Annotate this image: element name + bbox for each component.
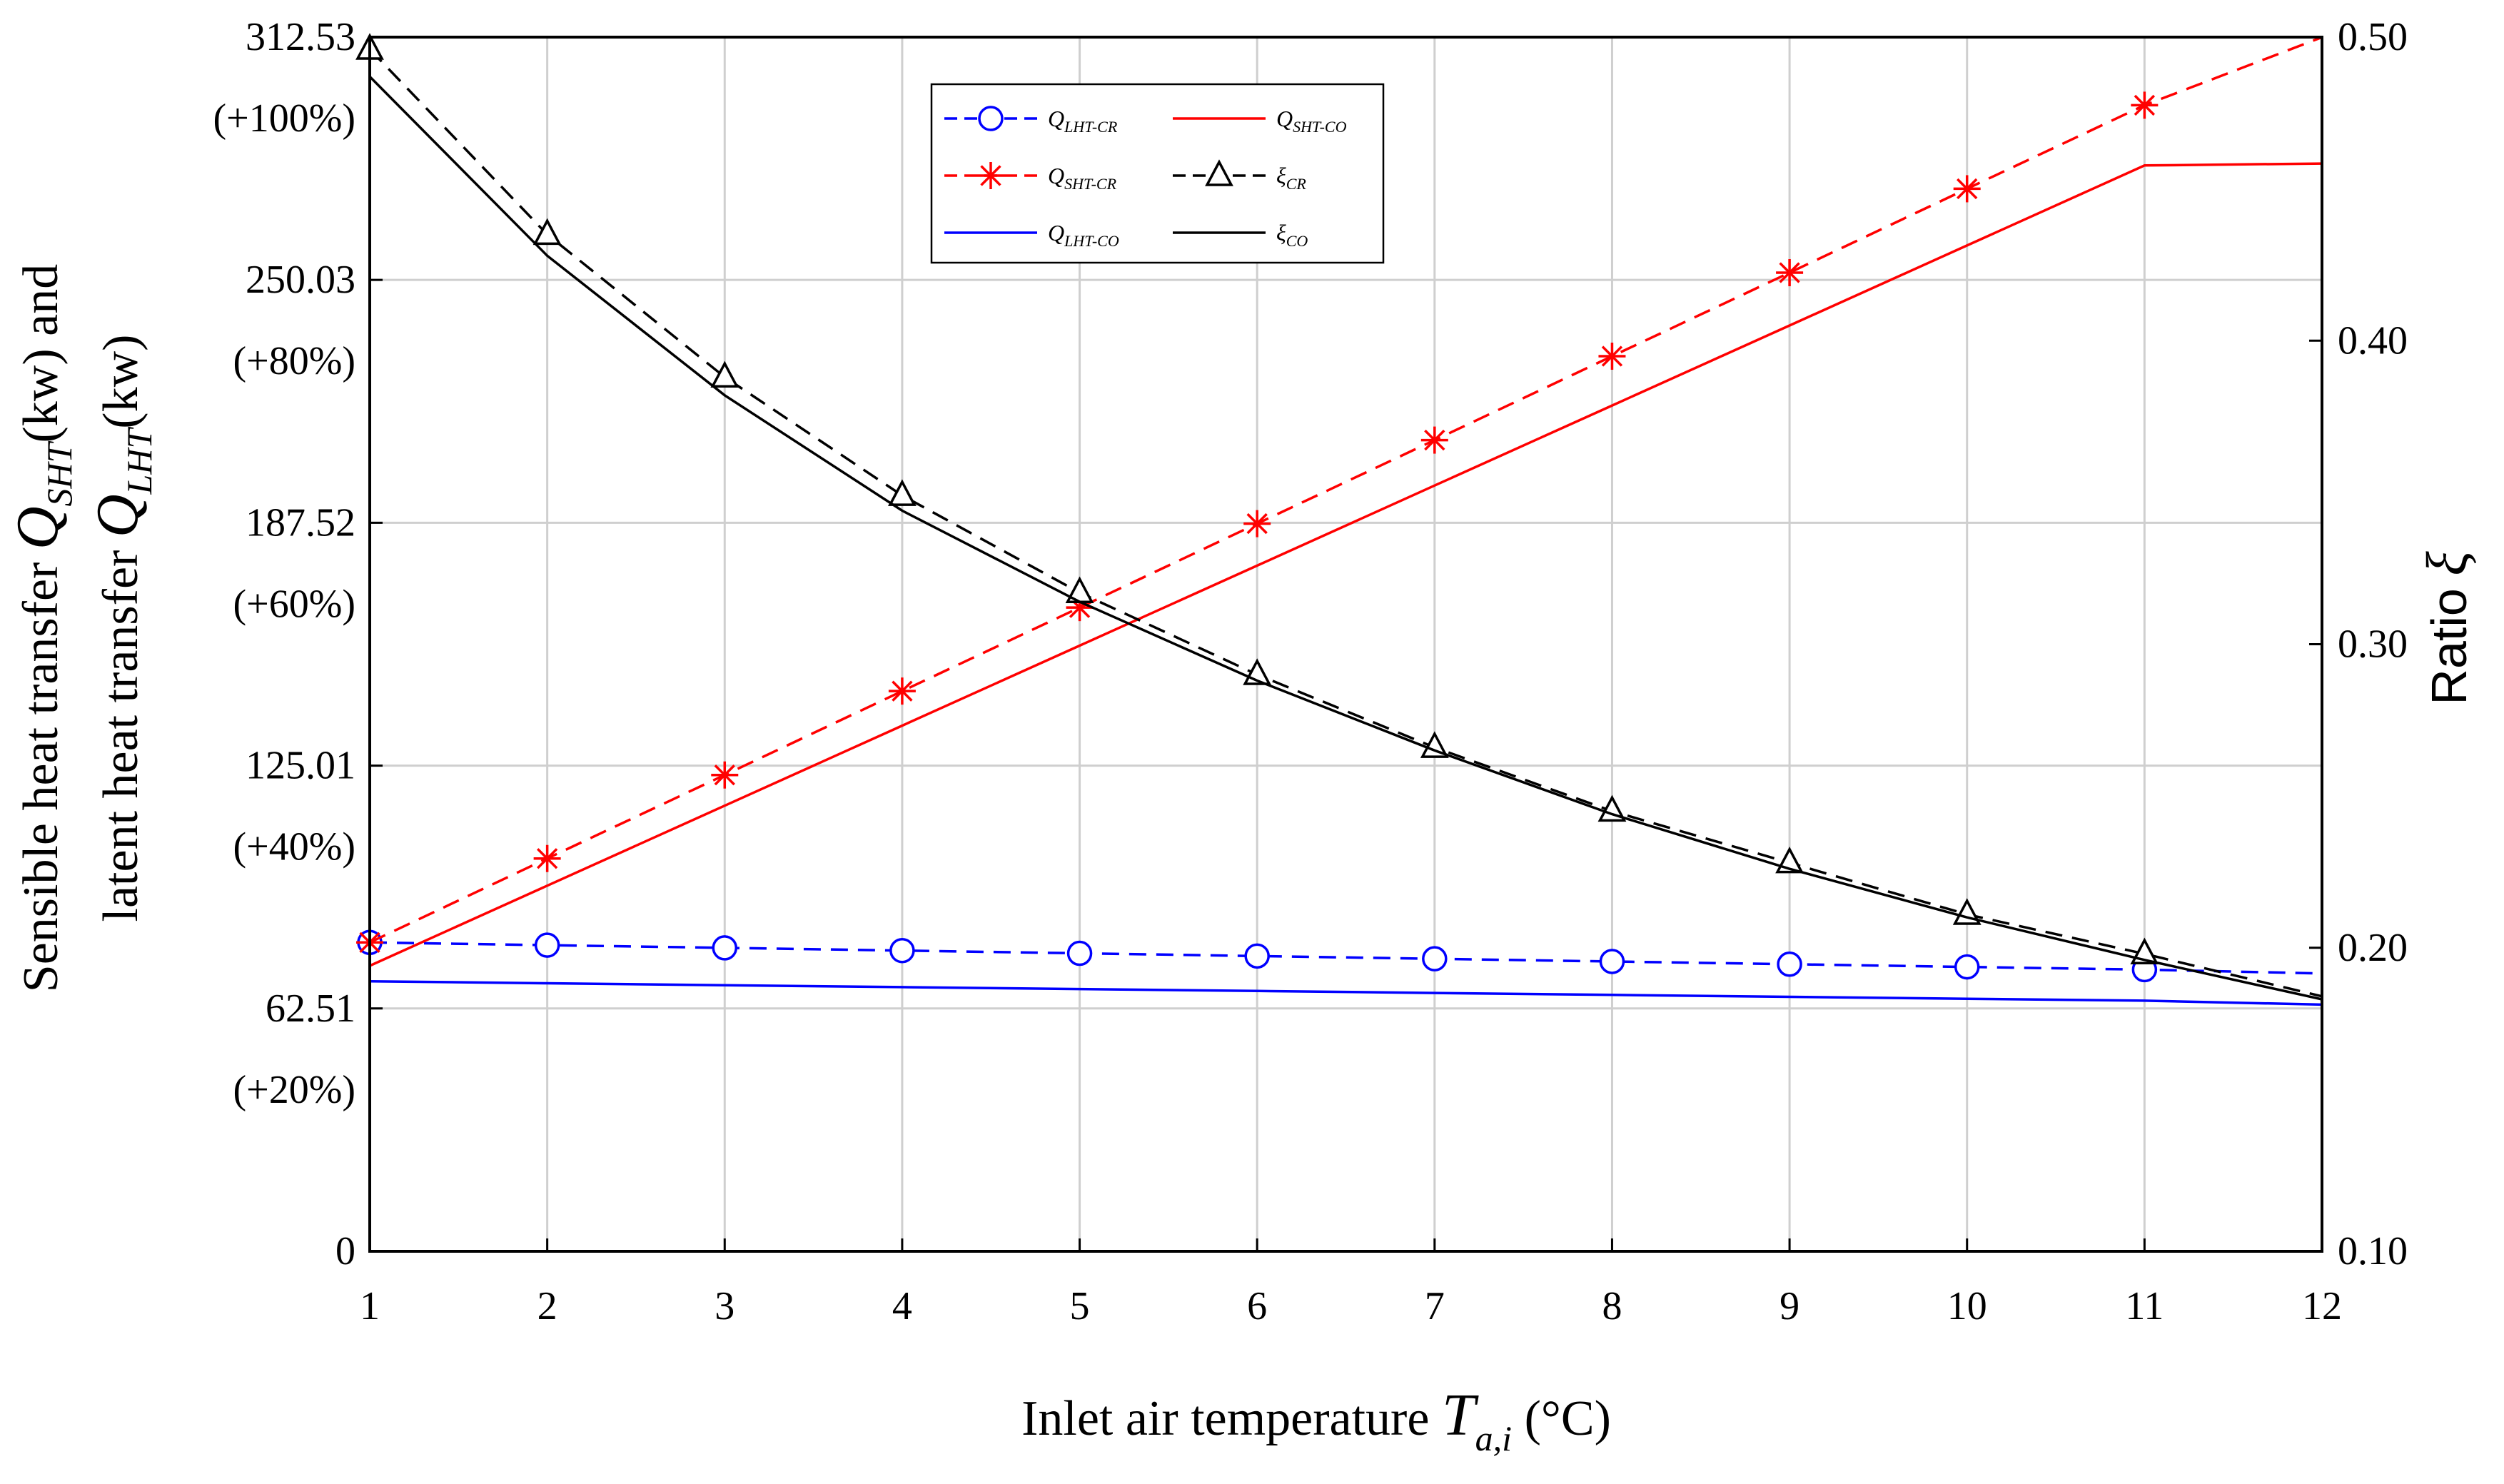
x-tick-label: 10 [1947, 1284, 1987, 1328]
data-point-xi_cr [1420, 731, 1449, 758]
y-left-title-line2-unit: (kw) [94, 335, 148, 429]
data-point-q_lht_cr [712, 935, 738, 961]
y-left-title-line2-var: Q [84, 494, 151, 537]
data-point-xi_cr [532, 218, 562, 246]
y-left-tick-percent: (+40%) [233, 825, 355, 869]
y-right-title: Ratio ξ [2416, 551, 2479, 705]
x-axis-title-var: T [1442, 1382, 1479, 1448]
series-xi_cr [355, 33, 2323, 998]
y-left-tick-label: 187.52 [246, 500, 355, 545]
data-point-xi_cr [710, 360, 739, 388]
legend-marker [978, 106, 1004, 131]
y-left-tick-percent: (+20%) [233, 1068, 355, 1112]
data-point-q_lht_cr [889, 937, 915, 964]
legend: QLHT-CR QSHT-CO QSHT-CR ξCR QLHT-CO ξCO [930, 83, 1385, 264]
y-right-tick-label: 0.10 [2338, 1229, 2408, 1273]
y-left-title-line2-sub: LHT [119, 427, 159, 495]
y-left-title-line1-unit: (kw) and [14, 264, 69, 443]
y-left-title-line2-prefix: latent heat transfer [94, 550, 148, 922]
y-right-tick-label: 0.30 [2338, 622, 2408, 667]
x-tick-label: 9 [1779, 1284, 1799, 1328]
data-point-q_sht_cr [1598, 343, 1626, 370]
series-q_lht_cr [357, 929, 2323, 983]
x-axis-title: Inlet air temperature Ta,i (°C) [1021, 1382, 1611, 1462]
legend-item-q_lht_cr: QLHT-CR [944, 106, 1118, 136]
data-point-q_sht_cr [1243, 510, 1271, 537]
x-tick-label: 5 [1070, 1284, 1090, 1328]
x-tick-label: 2 [537, 1284, 557, 1328]
series-layer [355, 33, 2323, 1006]
y-right-tick-label: 0.50 [2338, 15, 2408, 59]
series-q_sht_co [369, 162, 2323, 967]
y-right-title-prefix: Ratio [2421, 588, 2477, 705]
legend-label: ξCO [1276, 220, 1308, 250]
y-left-tick-label: 0 [335, 1229, 355, 1273]
data-point-q_sht_cr [1953, 175, 1981, 203]
x-tick-label: 6 [1247, 1284, 1267, 1328]
y-left-title-line2: latent heat transfer QLHT(kw) [84, 335, 159, 922]
x-tick-label: 11 [2125, 1284, 2164, 1328]
legend-item-q_sht_cr: QSHT-CR [944, 162, 1117, 193]
x-tick-label: 3 [715, 1284, 734, 1328]
legend-item-q_lht_co: QLHT-CO [944, 220, 1119, 250]
series-line-q_sht_co [369, 162, 2323, 967]
y-left-title-line1-var: Q [4, 506, 71, 550]
data-point-q_lht_cr [1599, 949, 1625, 974]
legend-label: QSHT-CR [1048, 163, 1117, 193]
legend-label: QSHT-CO [1276, 106, 1347, 136]
data-point-q_sht_cr [888, 677, 916, 705]
y-right-title-var: ξ [2416, 551, 2479, 576]
data-point-q_lht_cr [1066, 940, 1093, 966]
series-q_lht_co [369, 979, 2323, 1006]
legend-label: ξCR [1276, 163, 1306, 193]
data-point-q_lht_cr [1954, 954, 1980, 980]
legend-item-xi_co: ξCO [1173, 220, 1308, 250]
data-point-q_sht_cr [1776, 258, 1804, 286]
data-point-q_sht_cr [2131, 91, 2159, 119]
ticks: 1 2 3 4 5 6 7 8 9 10 11 12062.51(+20%)125.01(+40%)1… [213, 15, 2408, 1328]
series-line-xi_cr [368, 48, 2323, 998]
y-left-tick-percent: (+60%) [233, 582, 355, 626]
data-point-q_sht_cr [711, 761, 739, 789]
data-point-q_lht_cr [534, 932, 560, 958]
y-right-tick-label: 0.20 [2338, 926, 2408, 970]
y-left-title-line1-sub: SHT [39, 440, 79, 506]
y-right-tick-label: 0.40 [2338, 318, 2408, 363]
x-axis-title-prefix: Inlet air temperature [1021, 1391, 1429, 1446]
legend-marker [1205, 159, 1233, 186]
x-tick-label: 12 [2302, 1284, 2342, 1328]
data-point-q_lht_cr [1422, 946, 1448, 971]
series-q_sht_cr [356, 36, 2323, 956]
y-left-tick-label: 312.53 [246, 15, 355, 59]
y-left-title-line1-prefix: Sensible heat transfer [14, 562, 69, 993]
legend-item-xi_cr: ξCR [1173, 159, 1306, 193]
legend-label: QLHT-CO [1048, 220, 1119, 250]
y-left-tick-percent: (+80%) [233, 339, 355, 383]
data-point-q_sht_cr [533, 844, 561, 872]
data-point-xi_cr [887, 479, 917, 506]
legend-marker [977, 162, 1004, 189]
y-left-title-line1: Sensible heat transfer QSHT(kw) and [4, 264, 79, 992]
data-point-q_sht_cr [1420, 426, 1448, 454]
y-left-tick-label: 62.51 [266, 986, 355, 1031]
x-tick-label: 1 [360, 1284, 380, 1328]
x-tick-label: 4 [892, 1284, 912, 1328]
y-left-tick-percent: (+100%) [213, 96, 355, 141]
legend-item-q_sht_co: QSHT-CO [1173, 106, 1347, 136]
data-point-q_lht_cr [1777, 952, 1802, 977]
legend-label: QLHT-CR [1048, 106, 1118, 136]
x-tick-label: 8 [1602, 1284, 1622, 1328]
series-line-q_lht_co [369, 979, 2323, 1006]
y-left-tick-label: 125.01 [246, 744, 355, 788]
x-tick-label: 7 [1425, 1284, 1445, 1328]
series-line-q_lht_cr [369, 941, 2323, 975]
y-left-tick-label: 250.03 [246, 258, 355, 302]
series-xi_co [368, 76, 2323, 1001]
x-axis-title-sub: a,i [1475, 1418, 1512, 1458]
x-axis-title-unit: (°C) [1525, 1391, 1611, 1446]
series-line-q_sht_cr [369, 36, 2323, 944]
series-line-xi_co [368, 76, 2323, 1001]
data-point-q_lht_cr [1244, 943, 1270, 969]
